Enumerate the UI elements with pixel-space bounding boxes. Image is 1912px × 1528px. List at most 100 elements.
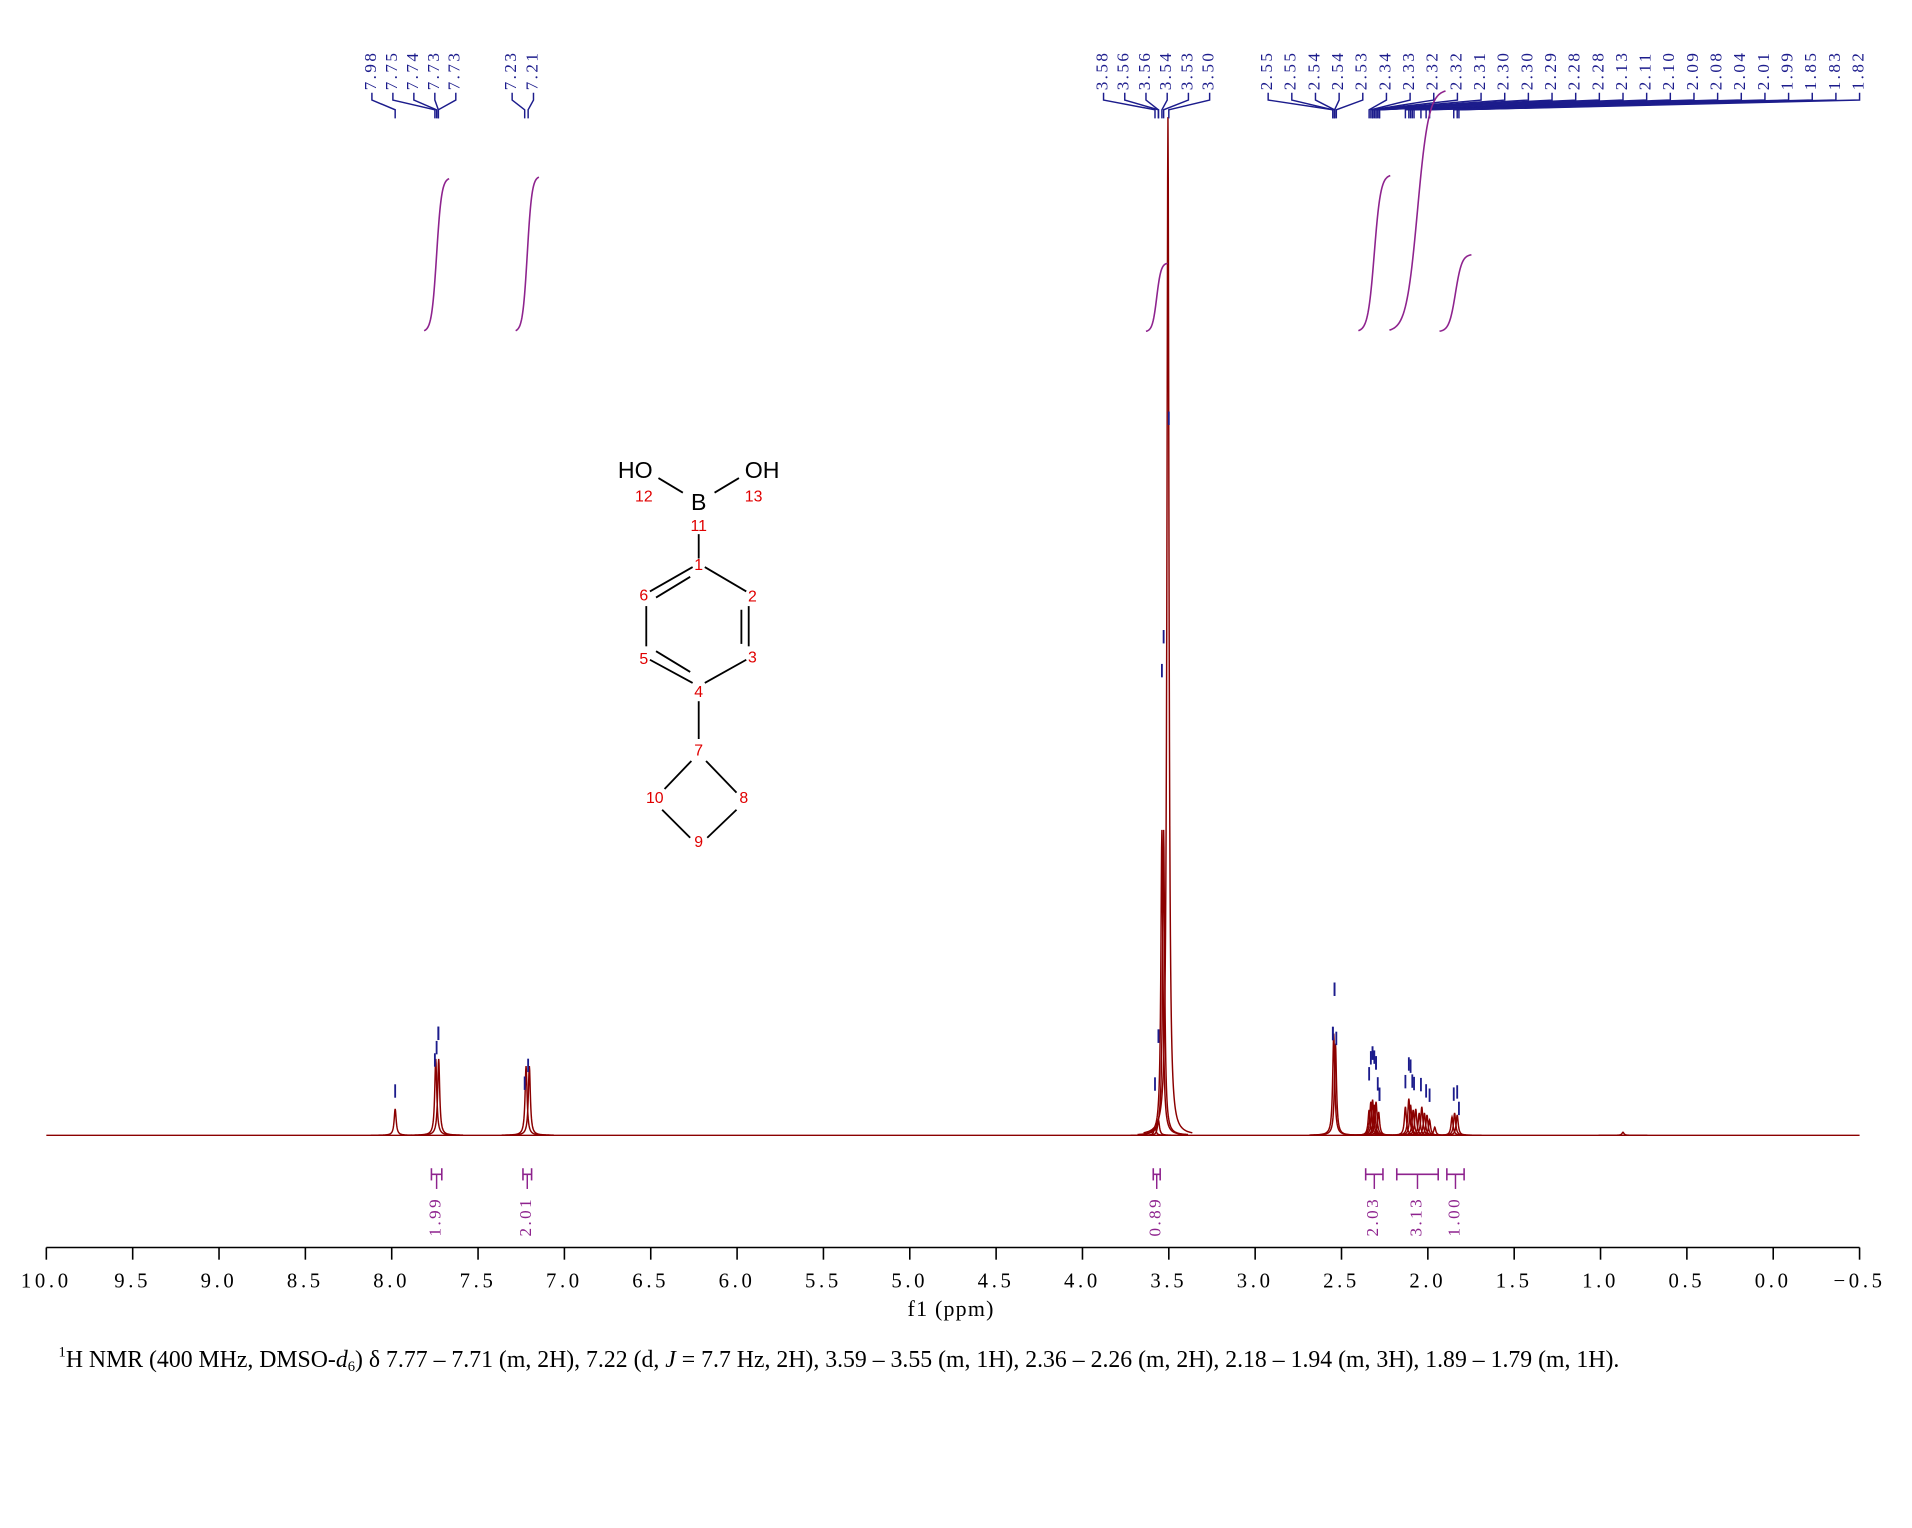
integral-curve [1389,90,1446,331]
caption-part: J [665,1348,677,1374]
peak-label-connector [511,92,526,119]
peak-label: 3.54 [1156,51,1175,91]
x-tick-label: 9.0 [201,1271,238,1293]
x-tick-label: 0.5 [1668,1271,1705,1293]
integral-label: 1.99 [426,1197,445,1237]
peak-label: 2.30 [1494,51,1513,91]
caption-part: d [336,1348,348,1374]
peak-label: 2.10 [1659,51,1678,91]
peak-label: 2.53 [1352,51,1371,91]
peak-label: 1.99 [1778,51,1797,91]
peak-label: 2.54 [1328,51,1347,91]
atom-number: 11 [690,518,707,535]
bond [706,809,738,839]
x-tick-label: 1.0 [1582,1271,1619,1293]
atom-number: 3 [748,650,757,667]
peak-label-connector [1161,92,1168,119]
peak-label-connector [1373,92,1482,119]
peak-label: 2.32 [1423,51,1442,91]
caption-part: ) δ 7.77 – 7.71 (m, 2H), 7.22 (d, [355,1348,665,1374]
bond [704,658,747,684]
integral-curve [423,177,450,332]
peak-label: 7.75 [382,51,401,91]
bond [704,566,747,593]
integral-curve [1145,262,1168,333]
peak-label: 2.28 [1565,51,1584,91]
x-tick-label: 8.0 [373,1271,410,1293]
peak-label: 2.28 [1588,51,1607,91]
x-tick-label: 8.5 [287,1271,324,1293]
x-tick-label: 6.5 [632,1271,669,1293]
atom-label: HO [618,457,653,483]
integral-label: 2.03 [1363,1197,1382,1237]
peak-label: 2.31 [1470,51,1489,91]
peak [504,1066,554,1136]
atom-number: 6 [639,588,648,605]
peak-label-connector [1168,92,1211,119]
caption-part: = 7.7 Hz, 2H), 3.59 – 3.55 (m, 1H), 2.36… [676,1348,1619,1374]
peak-label: 7.73 [424,51,443,91]
bond [661,809,691,839]
x-tick-label: 5.5 [805,1271,842,1293]
peak-label: 7.73 [445,51,464,91]
bond [655,650,691,673]
atom-number: 7 [694,742,703,759]
peak-label: 2.04 [1730,51,1749,91]
caption-part: 6 [348,1360,355,1376]
atom-number: 12 [635,489,653,506]
bond [663,760,693,790]
bond [657,477,684,494]
integral-curve [515,176,540,332]
peak-label-connector [527,92,535,119]
peak [370,1108,420,1136]
atom-label: OH [745,457,780,483]
peak-label: 7.98 [361,51,380,91]
peak-label-connector [1291,92,1334,119]
x-tick-label: 5.0 [891,1271,928,1293]
peak-label: 2.30 [1517,51,1536,91]
bond [714,477,740,494]
peak-label-connector [1335,92,1364,119]
atom-number: 13 [745,489,763,506]
peak-label: 2.33 [1399,51,1418,91]
peak-label-connector [1370,92,1411,119]
peak-label: 3.53 [1177,51,1196,91]
caption: 1H NMR (400 MHz, DMSO-d6) δ 7.77 – 7.71 … [59,1345,1620,1376]
peak-label: 2.13 [1612,51,1631,91]
peak-label-connector [1333,92,1340,119]
integral-curve [1439,254,1472,332]
peak-label-connector [413,92,438,119]
peak-label-connector [1378,92,1601,119]
peak-label: 2.01 [1754,51,1773,91]
peak-label: 3.58 [1092,51,1111,91]
peak-label-connector [1458,92,1861,119]
peak-label: 2.55 [1281,51,1300,91]
atom-label: B [691,489,706,515]
peak-label-connector [1145,92,1160,119]
bond [655,576,691,599]
atom-number: 9 [694,834,703,851]
peak-label: 7.23 [501,51,520,91]
x-tick-label: 4.5 [978,1271,1015,1293]
peak-label-connector [371,92,396,119]
caption-part: H NMR (400 MHz, DMSO- [66,1348,336,1374]
x-tick-label: 6.0 [719,1271,756,1293]
structure: HO B OH 1 2 3 4 5 6 7 8 9 10 11 12 13 [618,457,780,851]
x-tick-label: 9.5 [114,1271,151,1293]
atom-number: 8 [739,790,748,807]
x-tick-label: 2.5 [1323,1271,1360,1293]
atom-number: 5 [639,651,648,668]
peak-label-connector [437,92,457,119]
peak-label-connector [1371,92,1459,119]
x-tick-label: 0.0 [1755,1271,1792,1293]
peak [1139,829,1189,1136]
x-tick-label: 3.5 [1150,1271,1187,1293]
peak [1432,1114,1482,1136]
atom-number: 2 [748,589,757,606]
x-tick-label: 1.5 [1496,1271,1533,1293]
bond [705,760,738,794]
atom-number: 1 [694,557,703,574]
x-tick-label: 7.5 [460,1271,497,1293]
